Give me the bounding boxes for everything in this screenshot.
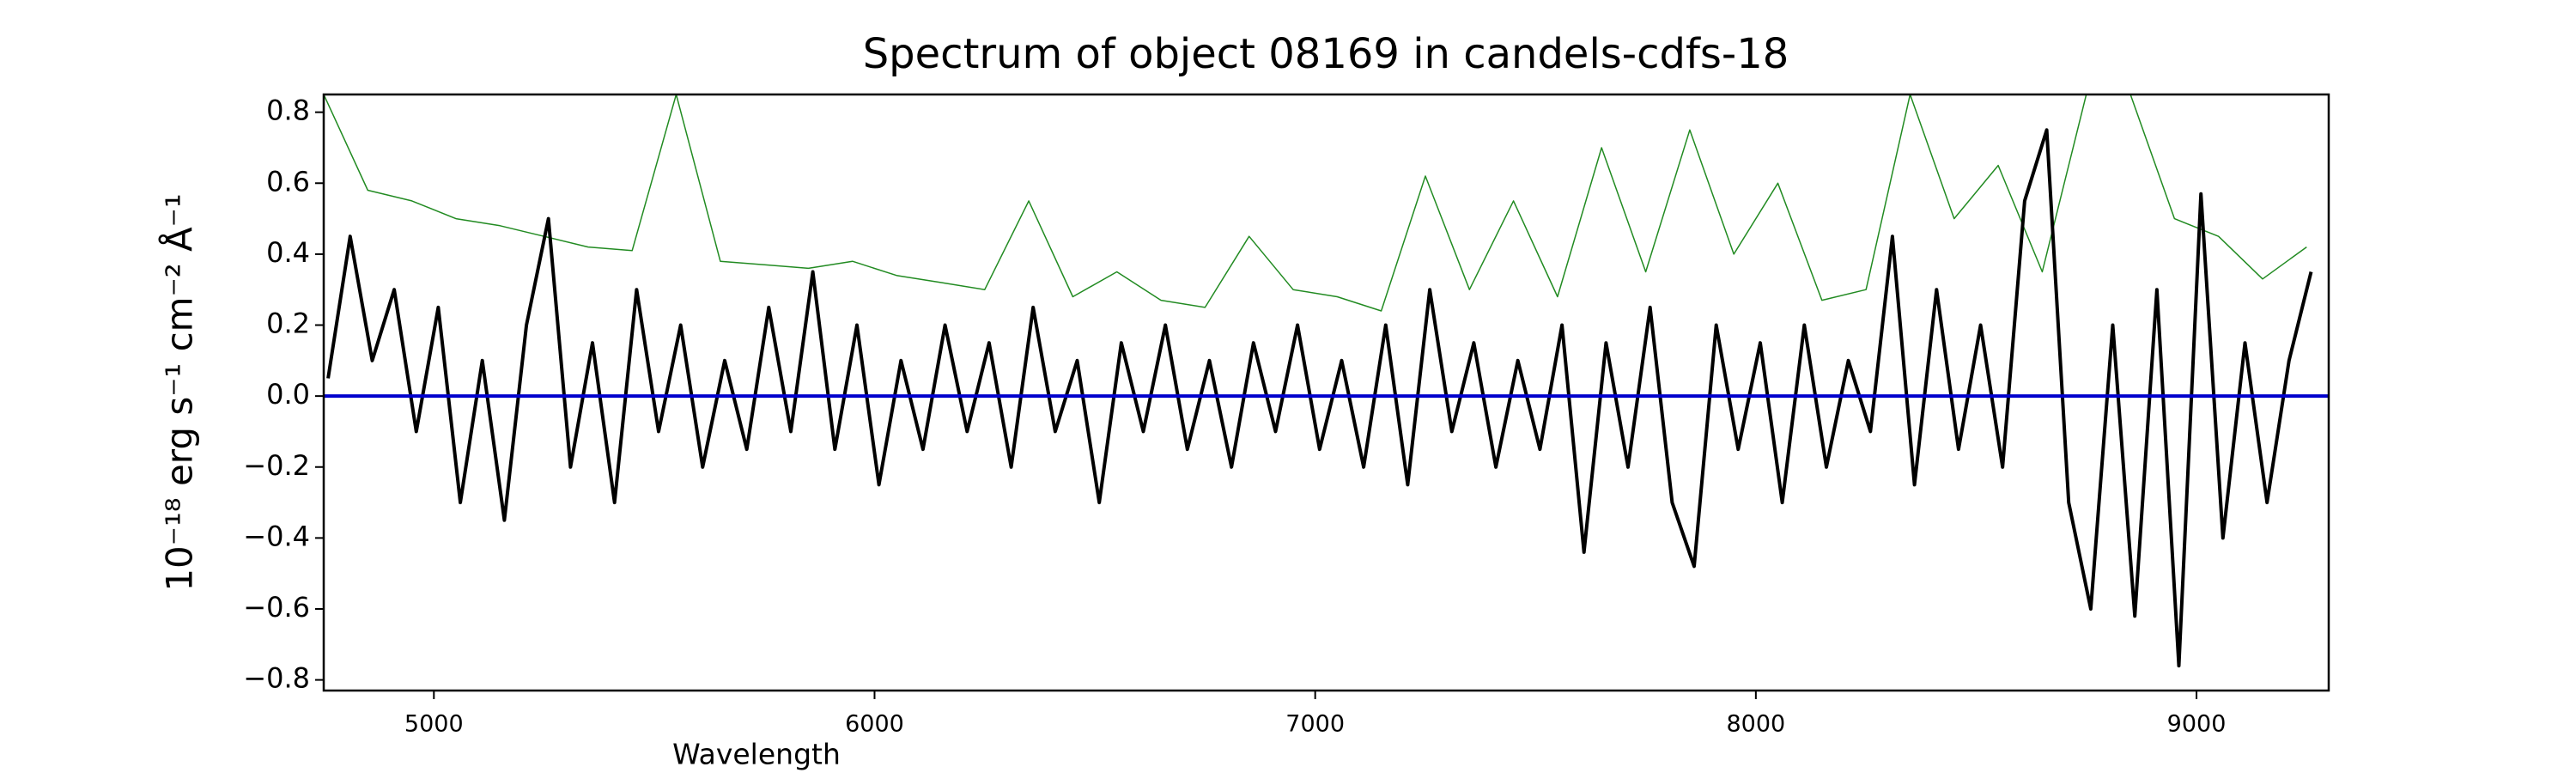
x-tick-label: 7000 <box>1285 711 1345 738</box>
x-tick-label: 9000 <box>2167 711 2227 738</box>
x-axis-label: Wavelength <box>672 738 841 771</box>
x-tick-label: 8000 <box>1726 711 1785 738</box>
plot-frame <box>322 93 2330 692</box>
y-axis-label: 10⁻¹⁸ erg s⁻¹ cm⁻² Å⁻¹ <box>158 193 201 591</box>
spectrum-line <box>324 94 2307 312</box>
y-tick-label: 0.0 <box>266 378 310 411</box>
y-tick-label: 0.6 <box>266 165 310 198</box>
y-tick-label: −0.8 <box>243 662 310 695</box>
x-tick-label: 6000 <box>845 711 904 738</box>
y-tick-label: 0.2 <box>266 307 310 340</box>
plot-area <box>324 94 2329 668</box>
y-tick-label: 0.4 <box>266 236 310 269</box>
y-tick-label: −0.6 <box>243 591 310 624</box>
y-tick-label: 0.8 <box>266 94 310 127</box>
y-tick-label: −0.4 <box>243 520 310 552</box>
spectrum-line <box>326 128 2313 668</box>
x-tick-label: 5000 <box>404 711 464 738</box>
chart-title: Spectrum of object 08169 in candels-cdfs… <box>863 30 1789 78</box>
y-tick-label: −0.2 <box>243 449 310 482</box>
